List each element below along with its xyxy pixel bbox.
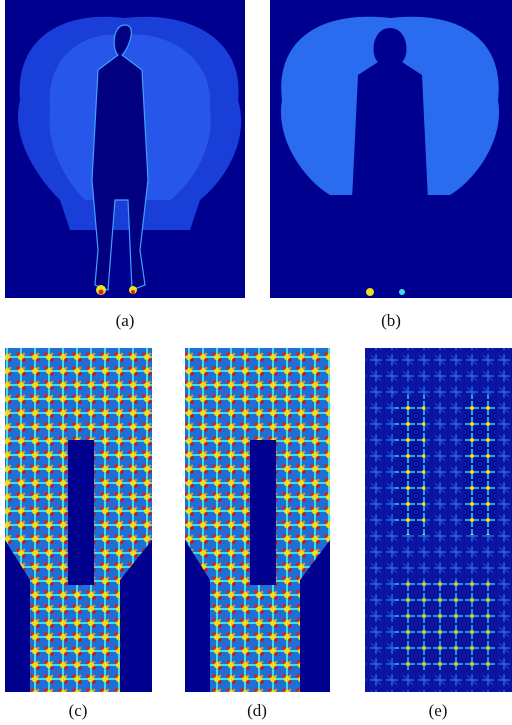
caption: (e): [429, 701, 448, 720]
panel-d: [185, 348, 330, 692]
caption: (d): [247, 701, 267, 720]
panel-e: [365, 348, 512, 692]
caption: (a): [116, 311, 135, 330]
panel-a: [5, 0, 245, 298]
panel-c: [5, 348, 152, 692]
caption: (b): [381, 311, 401, 330]
figure: (a) (b) (c) (d) (e): [0, 0, 512, 725]
panel-b: [270, 0, 512, 298]
caption: (c): [69, 701, 88, 720]
